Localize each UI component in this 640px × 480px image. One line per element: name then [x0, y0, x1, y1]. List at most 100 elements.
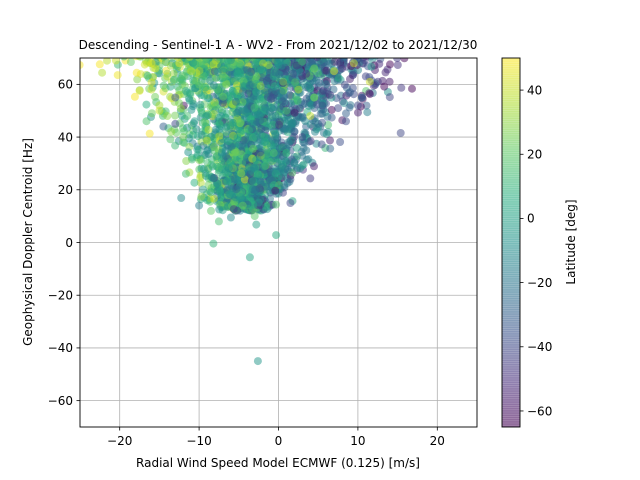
scatter-point	[346, 75, 354, 84]
scatter-point	[175, 59, 184, 68]
scatter-point	[249, 177, 258, 185]
scatter-point	[306, 174, 315, 183]
scatter-point	[346, 88, 354, 97]
y-tick-label: −60	[48, 394, 73, 408]
scatter-point	[171, 119, 180, 128]
scatter-point	[215, 205, 224, 214]
scatter-point	[207, 188, 215, 197]
scatter-point	[252, 155, 261, 164]
scatter-point	[291, 78, 300, 87]
scatter-point	[135, 58, 143, 61]
scatter-point	[209, 239, 218, 248]
scatter-point	[184, 148, 193, 157]
scatter-point	[53, 55, 61, 63]
scatter-point	[275, 58, 284, 64]
scatter-point	[302, 146, 311, 155]
scatter-point	[155, 106, 164, 115]
scatter-point	[298, 133, 307, 142]
scatter-point	[216, 187, 225, 196]
scatter-point	[209, 174, 218, 183]
scatter-point	[310, 93, 319, 102]
x-tick-label: −20	[107, 434, 132, 448]
scatter-point	[306, 112, 315, 120]
scatter-point	[315, 78, 323, 87]
scatter-point	[219, 72, 227, 81]
scatter-point	[140, 60, 149, 69]
scatter-point	[327, 113, 336, 122]
scatter-point	[229, 205, 238, 214]
scatter-point	[224, 164, 233, 173]
scatter-point	[103, 58, 111, 65]
colorbar-ticks: −60 −40 −20 0 20 40	[520, 83, 552, 418]
scatter-point	[147, 109, 156, 118]
scatter-point	[214, 164, 223, 173]
x-tick-label: 0	[275, 434, 283, 448]
scatter-point	[147, 85, 156, 94]
scatter-point	[163, 72, 172, 81]
scatter-point	[282, 157, 290, 166]
scatter-point	[400, 58, 409, 63]
colorbar-tick-label: −40	[527, 340, 552, 354]
scatter-point	[365, 90, 374, 99]
scatter-point	[237, 169, 246, 178]
scatter-point	[256, 95, 265, 103]
scatter-point	[272, 231, 281, 240]
scatter-point	[236, 193, 245, 202]
scatter-point	[326, 136, 334, 145]
scatter-point	[163, 112, 172, 120]
scatter-point	[192, 125, 201, 134]
scatter-point	[266, 58, 274, 60]
scatter-point	[306, 137, 315, 146]
scatter-point	[142, 100, 151, 109]
scatter-point	[183, 112, 192, 120]
scatter-point	[113, 71, 122, 80]
scatter-point	[408, 84, 416, 93]
scatter-point	[322, 80, 331, 89]
scatter-point	[185, 96, 194, 105]
scatter-point	[248, 119, 257, 128]
scatter-point	[214, 113, 223, 122]
scatter-point	[132, 68, 141, 77]
colorbar-gradient	[502, 58, 520, 427]
scatter-point	[171, 141, 180, 150]
scatter-point	[238, 201, 247, 210]
colorbar-frame	[501, 57, 521, 428]
scatter-point	[290, 127, 299, 136]
scatter-point	[170, 75, 179, 84]
scatter-point	[166, 135, 175, 144]
scatter-point	[135, 86, 144, 95]
scatter-point	[145, 129, 154, 138]
scatter-point	[396, 129, 405, 137]
scatter-point	[223, 176, 232, 185]
scatter-point	[302, 69, 311, 78]
scatter-point	[264, 61, 273, 70]
scatter-point	[290, 159, 299, 168]
scatter-point	[271, 112, 280, 120]
x-axis-ticks: −20 −10 0 10 20	[107, 427, 445, 448]
scatter-point	[308, 58, 317, 66]
scatter-point	[177, 194, 186, 202]
scatter-point	[296, 68, 304, 76]
scatter-point	[159, 122, 168, 131]
scatter-point	[202, 112, 211, 120]
scatter-point	[271, 169, 280, 178]
scatter-point	[245, 126, 254, 135]
scatter-point	[342, 117, 350, 126]
scatter-point	[292, 143, 301, 152]
scatter-point	[250, 212, 259, 221]
scatter-point	[248, 144, 257, 153]
scatter-point	[209, 60, 218, 69]
colorbar-tick-label: −60	[527, 404, 552, 418]
scatter-point	[282, 106, 291, 115]
scatter-point	[345, 103, 354, 112]
scatter-point	[245, 253, 254, 262]
scatter-point	[267, 103, 276, 112]
scatter-point	[277, 61, 286, 70]
x-tick-label: 10	[350, 434, 365, 448]
scatter-point	[271, 186, 280, 195]
scatter-point	[142, 117, 151, 126]
scatter-point	[225, 190, 234, 199]
scatter-point	[197, 164, 206, 173]
scatter-point	[340, 58, 348, 61]
